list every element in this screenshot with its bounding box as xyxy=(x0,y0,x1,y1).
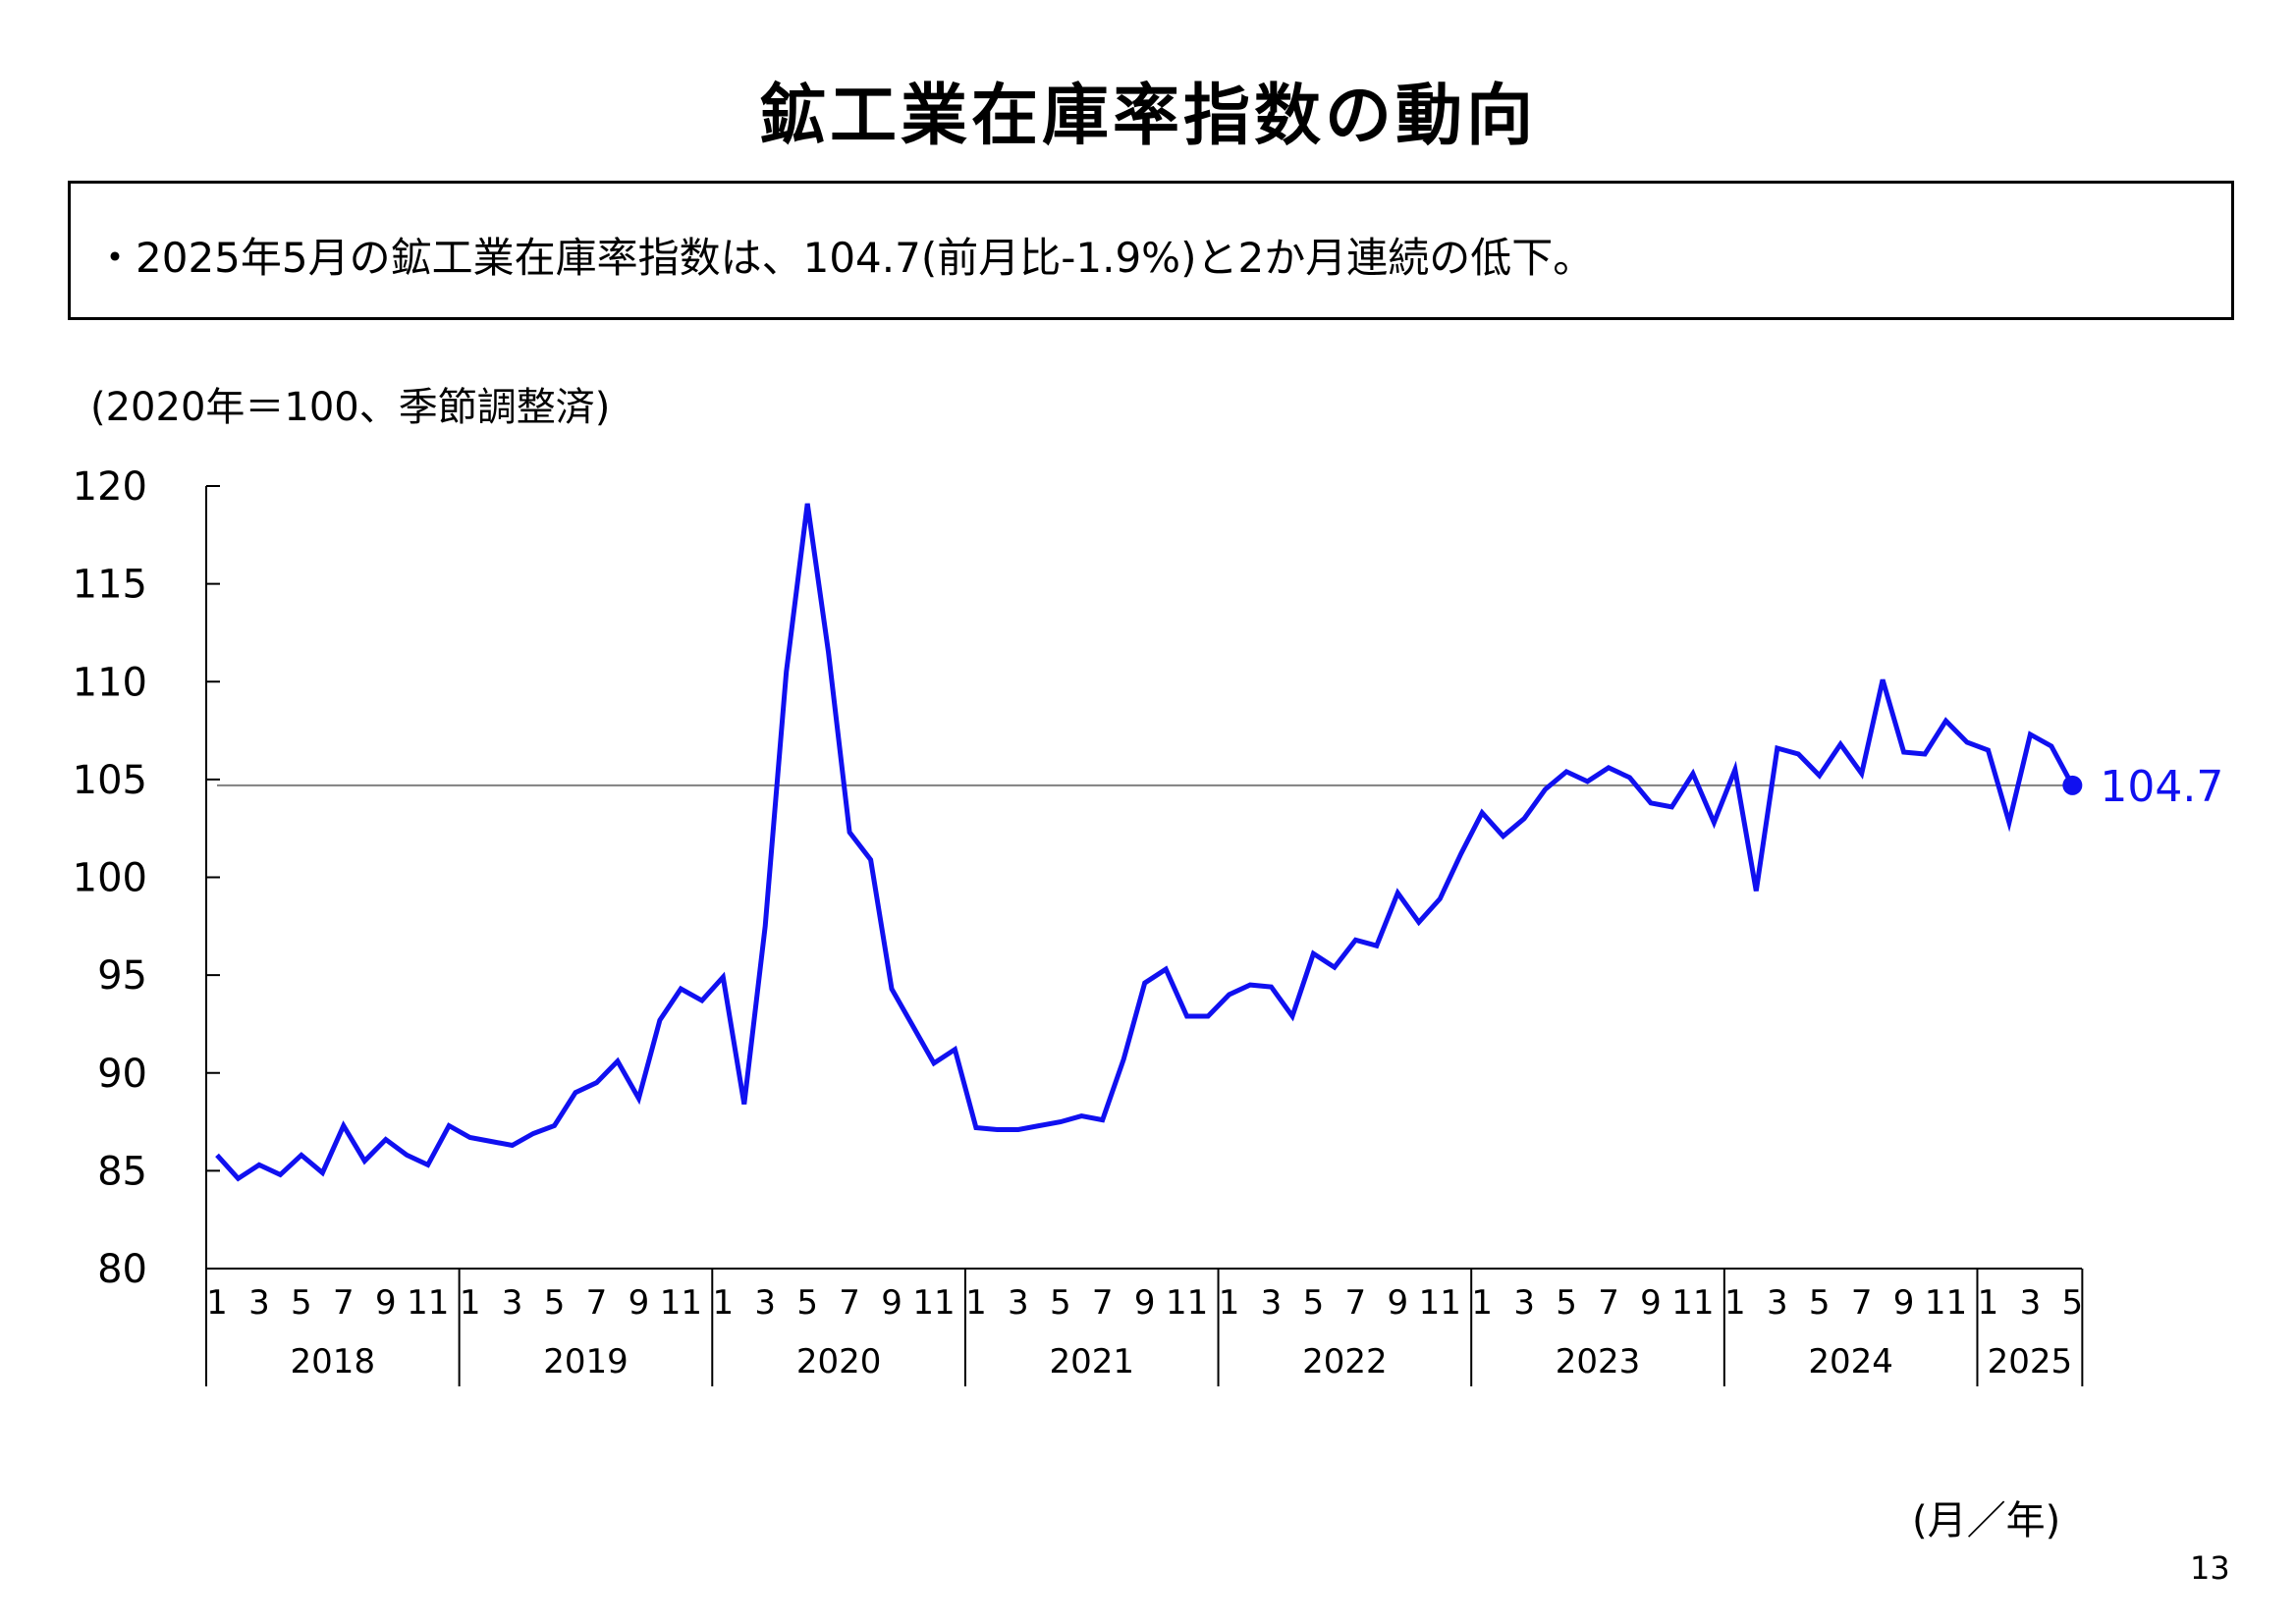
month-tick-label: 11 xyxy=(1419,1283,1461,1323)
month-tick-label: 5 xyxy=(796,1283,818,1323)
month-tick-label: 1 xyxy=(1471,1283,1493,1323)
month-tick-label: 7 xyxy=(1092,1283,1114,1323)
month-tick-label: 7 xyxy=(1851,1283,1873,1323)
month-tick-label: 3 xyxy=(1767,1283,1788,1323)
month-tick-label: 7 xyxy=(333,1283,355,1323)
month-tick-label: 11 xyxy=(1671,1283,1714,1323)
year-label: 2022 xyxy=(1302,1342,1388,1381)
year-label: 2020 xyxy=(796,1342,882,1381)
page-title: 鉱工業在庫率指数の動向 xyxy=(758,78,1537,155)
year-label: 2021 xyxy=(1049,1342,1134,1381)
y-tick-label: 95 xyxy=(97,953,147,999)
year-label: 2024 xyxy=(1808,1342,1893,1381)
month-tick-label: 7 xyxy=(1345,1283,1367,1323)
y-tick-label: 120 xyxy=(73,464,147,510)
month-tick-label: 9 xyxy=(629,1283,650,1323)
month-tick-label: 3 xyxy=(502,1283,523,1323)
summary-text: ・2025年5月の鉱工業在庫率指数は、104.7(前月比-1.9%)と2か月連続… xyxy=(94,234,1595,282)
summary-box: ・2025年5月の鉱工業在庫率指数は、104.7(前月比-1.9%)と2か月連続… xyxy=(68,181,2234,320)
y-tick-label: 115 xyxy=(73,563,147,608)
latest-value-label: 104.7 xyxy=(2100,762,2223,812)
month-tick-label: 3 xyxy=(1261,1283,1283,1323)
month-tick-label: 1 xyxy=(206,1283,228,1323)
page-number: 13 xyxy=(2190,1549,2230,1587)
month-tick-label: 1 xyxy=(1219,1283,1240,1323)
month-tick-label: 1 xyxy=(965,1283,987,1323)
month-tick-label: 11 xyxy=(407,1283,449,1323)
month-tick-label: 9 xyxy=(1134,1283,1156,1323)
month-tick-label: 9 xyxy=(881,1283,902,1323)
y-tick-label: 110 xyxy=(73,660,147,705)
month-tick-label: 5 xyxy=(1050,1283,1071,1323)
month-tick-label: 5 xyxy=(291,1283,312,1323)
y-tick-label: 80 xyxy=(97,1247,147,1292)
year-label: 2025 xyxy=(1988,1342,2073,1381)
month-tick-label: 1 xyxy=(1978,1283,1999,1323)
series-line-inventory-ratio xyxy=(215,503,2075,1182)
year-label: 2018 xyxy=(291,1342,376,1381)
month-tick-label: 11 xyxy=(1925,1283,1967,1323)
month-tick-label: 9 xyxy=(1387,1283,1408,1323)
y-axis-unit-note: (2020年＝100、季節調整済) xyxy=(90,385,611,430)
month-tick-label: 3 xyxy=(754,1283,776,1323)
month-tick-label: 9 xyxy=(1640,1283,1662,1323)
month-tick-label: 3 xyxy=(1008,1283,1029,1323)
y-tick-label: 100 xyxy=(73,856,147,901)
latest-value-point xyxy=(2062,775,2083,795)
month-tick-label: 1 xyxy=(460,1283,481,1323)
month-tick-label: 1 xyxy=(1724,1283,1746,1323)
month-tick-label: 11 xyxy=(1166,1283,1208,1323)
year-label: 2023 xyxy=(1556,1342,1641,1381)
month-tick-label: 5 xyxy=(1556,1283,1577,1323)
month-tick-label: 11 xyxy=(912,1283,955,1323)
month-tick-label: 3 xyxy=(2020,1283,2042,1323)
y-tick-label: 105 xyxy=(73,758,147,803)
month-tick-label: 3 xyxy=(1513,1283,1535,1323)
month-tick-label: 7 xyxy=(586,1283,608,1323)
month-tick-label: 7 xyxy=(839,1283,860,1323)
month-tick-label: 7 xyxy=(1598,1283,1619,1323)
y-tick-label: 90 xyxy=(97,1052,147,1097)
month-tick-label: 5 xyxy=(544,1283,566,1323)
year-label: 2019 xyxy=(543,1342,629,1381)
month-tick-label: 5 xyxy=(1809,1283,1831,1323)
month-tick-label: 3 xyxy=(248,1283,270,1323)
month-tick-label: 11 xyxy=(660,1283,702,1323)
month-tick-label: 9 xyxy=(375,1283,397,1323)
y-tick-label: 85 xyxy=(97,1149,147,1194)
month-tick-label: 1 xyxy=(712,1283,734,1323)
x-axis-unit-label: (月／年) xyxy=(1912,1498,2061,1543)
month-tick-label: 5 xyxy=(1303,1283,1325,1323)
month-tick-label: 9 xyxy=(1893,1283,1915,1323)
month-tick-label: 5 xyxy=(2062,1283,2084,1323)
